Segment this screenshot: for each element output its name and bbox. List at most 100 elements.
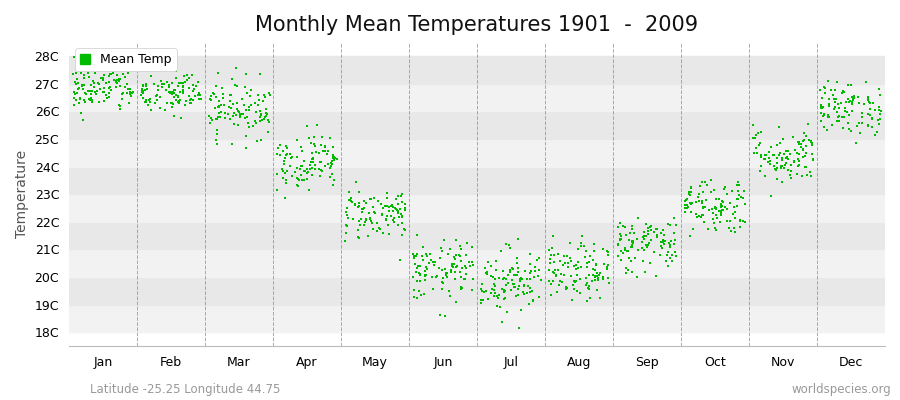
Point	[395, 220, 410, 226]
Point	[583, 295, 598, 302]
Point	[259, 113, 274, 120]
Point	[322, 165, 337, 172]
Point	[211, 104, 225, 110]
Point	[356, 206, 370, 212]
Point	[180, 77, 194, 83]
Point	[222, 98, 237, 104]
Point	[697, 219, 711, 226]
Point	[202, 96, 217, 102]
Point	[722, 225, 736, 231]
Point	[202, 120, 217, 126]
Point	[503, 268, 517, 275]
Point	[419, 264, 434, 270]
Point	[344, 195, 358, 201]
Point	[178, 98, 193, 104]
Point	[833, 100, 848, 106]
Point	[816, 124, 831, 130]
Point	[258, 114, 273, 121]
Point	[653, 230, 668, 236]
Point	[602, 280, 616, 287]
Point	[780, 154, 795, 161]
Bar	[69, 139, 885, 166]
Point	[183, 100, 197, 106]
Point	[706, 220, 721, 226]
Point	[783, 174, 797, 181]
Point	[102, 90, 116, 96]
Point	[252, 108, 266, 114]
Point	[178, 102, 193, 108]
Point	[483, 290, 498, 296]
Point	[448, 256, 463, 262]
Point	[71, 86, 86, 92]
Point	[639, 233, 653, 240]
Point	[841, 82, 855, 88]
Point	[507, 281, 521, 287]
Point	[842, 98, 857, 104]
Point	[136, 88, 150, 94]
Point	[77, 98, 92, 105]
Point	[307, 140, 321, 147]
Point	[183, 96, 197, 103]
Point	[138, 87, 152, 94]
Point	[639, 242, 653, 248]
Point	[174, 115, 188, 121]
Point	[385, 204, 400, 210]
Point	[752, 142, 766, 148]
Point	[443, 246, 457, 252]
Point	[300, 176, 314, 182]
Point	[74, 110, 88, 116]
Point	[846, 96, 860, 102]
Point	[732, 192, 746, 198]
Point	[509, 272, 524, 278]
Bar	[69, 222, 885, 250]
Point	[466, 262, 481, 268]
Point	[733, 217, 747, 223]
Point	[230, 65, 244, 72]
Point	[343, 196, 357, 203]
Point	[105, 70, 120, 76]
Point	[660, 251, 674, 258]
Point	[248, 100, 262, 106]
Point	[562, 240, 577, 246]
Point	[784, 161, 798, 168]
Point	[391, 200, 405, 207]
Point	[849, 140, 863, 146]
Point	[278, 155, 293, 162]
Point	[547, 270, 562, 276]
Point	[312, 158, 327, 165]
Point	[322, 134, 337, 141]
Point	[863, 100, 878, 106]
Point	[590, 273, 605, 280]
Point	[764, 144, 778, 150]
Point	[781, 148, 796, 154]
Point	[563, 258, 578, 264]
Point	[752, 140, 767, 146]
Point	[68, 70, 83, 76]
Point	[176, 86, 191, 93]
Point	[523, 285, 537, 292]
Text: Latitude -25.25 Longitude 44.75: Latitude -25.25 Longitude 44.75	[90, 383, 281, 396]
Point	[123, 89, 138, 95]
Point	[586, 241, 600, 247]
Point	[701, 206, 716, 213]
Point	[244, 102, 258, 108]
Point	[162, 89, 176, 95]
Point	[453, 269, 467, 276]
Point	[797, 130, 812, 136]
Point	[148, 100, 163, 106]
Point	[614, 248, 628, 254]
Point	[389, 206, 403, 213]
Point	[305, 150, 320, 156]
Point	[104, 70, 118, 77]
Point	[531, 294, 545, 300]
Point	[823, 103, 837, 109]
Point	[476, 296, 491, 303]
Point	[688, 199, 703, 205]
Point	[224, 105, 238, 111]
Point	[389, 196, 403, 202]
Point	[652, 252, 667, 258]
Point	[269, 151, 284, 158]
Point	[365, 226, 380, 232]
Point	[667, 241, 681, 247]
Point	[445, 262, 459, 269]
